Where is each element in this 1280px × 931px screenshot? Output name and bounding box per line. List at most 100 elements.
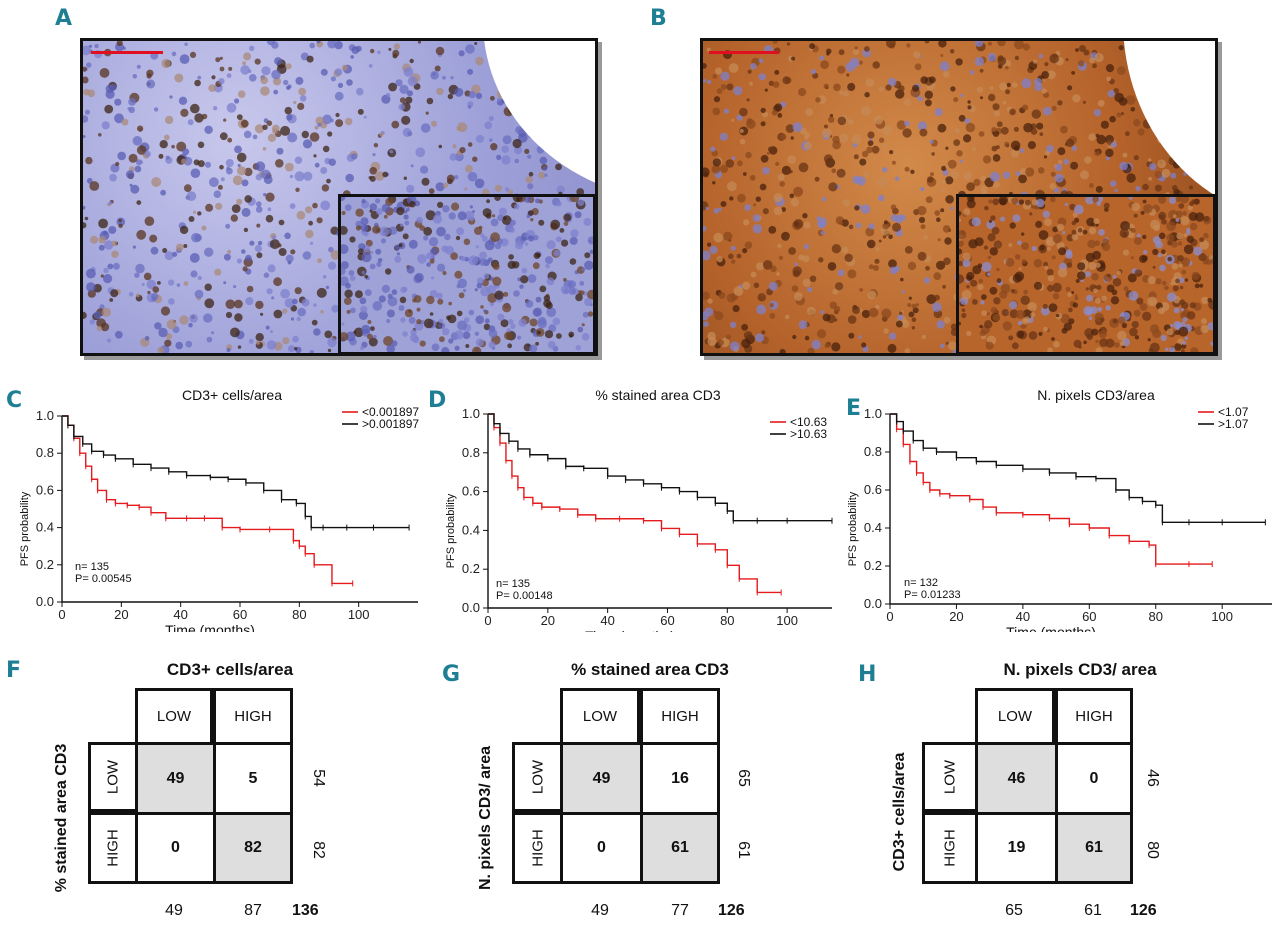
cell-nucleus-dot xyxy=(929,139,934,144)
cell-nucleus-dot xyxy=(426,97,434,105)
cell-nucleus-dot xyxy=(341,261,349,270)
cell-nucleus-dot xyxy=(959,274,965,284)
cell-nucleus-dot xyxy=(496,154,502,160)
cell-nucleus-dot xyxy=(128,106,135,114)
cell-nucleus-dot xyxy=(1174,343,1182,351)
x-tick-label: 100 xyxy=(1211,609,1233,624)
cell-nucleus-dot xyxy=(295,187,300,192)
cell-nucleus-dot xyxy=(361,199,366,204)
cell-nucleus-dot xyxy=(894,266,900,272)
cell-nucleus-dot xyxy=(1038,331,1043,336)
cell-nucleus-dot xyxy=(547,341,556,349)
cell-nucleus-dot xyxy=(546,240,556,250)
cell-nucleus-dot xyxy=(1194,212,1205,222)
cell-nucleus-dot xyxy=(966,330,972,337)
cell-nucleus-dot xyxy=(243,227,249,233)
table-g-row-total-low: 65 xyxy=(735,769,752,787)
legend-entry: >1.07 xyxy=(1218,417,1249,431)
p-value-label: P= 0.01233 xyxy=(904,589,961,601)
cell-nucleus-dot xyxy=(309,42,315,49)
cell-nucleus-dot xyxy=(1040,306,1050,316)
table-h-cell-low-high: 0 xyxy=(1055,742,1133,815)
cell-nucleus-dot xyxy=(492,214,496,218)
cell-nucleus-dot xyxy=(854,205,860,211)
cell-nucleus-dot xyxy=(753,282,760,289)
cell-nucleus-dot xyxy=(1157,159,1167,169)
cell-nucleus-dot xyxy=(454,270,463,279)
cell-nucleus-dot xyxy=(746,98,750,102)
cell-nucleus-dot xyxy=(512,261,520,269)
cell-nucleus-dot xyxy=(179,315,189,325)
cell-nucleus-dot xyxy=(467,68,474,75)
cell-nucleus-dot xyxy=(878,137,885,143)
cell-nucleus-dot xyxy=(219,66,225,72)
cell-nucleus-dot xyxy=(241,179,249,187)
cell-nucleus-dot xyxy=(911,326,916,330)
cell-nucleus-dot xyxy=(1199,240,1209,250)
cell-nucleus-dot xyxy=(450,76,454,80)
cell-nucleus-dot xyxy=(1147,276,1156,285)
cell-nucleus-dot xyxy=(490,143,498,151)
cell-nucleus-dot xyxy=(385,198,394,206)
cell-nucleus-dot xyxy=(298,87,307,96)
cell-nucleus-dot xyxy=(1043,261,1049,267)
cell-nucleus-dot xyxy=(1066,262,1073,268)
cell-nucleus-dot xyxy=(563,213,572,222)
cell-nucleus-dot xyxy=(316,217,323,224)
cell-nucleus-dot xyxy=(369,263,376,270)
cell-nucleus-dot xyxy=(903,98,912,106)
p-value-label: P= 0.00148 xyxy=(496,590,553,602)
cell-nucleus-dot xyxy=(286,114,293,121)
cell-nucleus-dot xyxy=(393,43,401,50)
cell-nucleus-dot xyxy=(330,76,336,82)
cell-nucleus-dot xyxy=(750,63,757,70)
cell-nucleus-dot xyxy=(1086,333,1093,341)
cell-nucleus-dot xyxy=(403,287,408,292)
cell-nucleus-dot xyxy=(423,235,429,241)
cell-nucleus-dot xyxy=(150,246,159,255)
cell-nucleus-dot xyxy=(1175,210,1183,218)
cell-nucleus-dot xyxy=(185,340,193,348)
cell-nucleus-dot xyxy=(730,259,736,264)
cell-nucleus-dot xyxy=(1095,185,1103,193)
cell-nucleus-dot xyxy=(1010,289,1015,294)
x-axis-label: Time (months) xyxy=(1006,624,1096,632)
cell-nucleus-dot xyxy=(981,294,987,300)
cell-nucleus-dot xyxy=(262,124,268,130)
cell-nucleus-dot xyxy=(1048,303,1058,312)
cell-nucleus-dot xyxy=(174,73,184,83)
cell-nucleus-dot xyxy=(220,177,225,182)
cell-nucleus-dot xyxy=(1053,341,1060,348)
cell-nucleus-dot xyxy=(760,121,766,127)
cell-nucleus-dot xyxy=(714,311,724,321)
cell-nucleus-dot xyxy=(401,115,411,125)
y-tick-label: 1.0 xyxy=(864,406,882,421)
cell-nucleus-dot xyxy=(539,156,548,165)
cell-nucleus-dot xyxy=(1077,262,1086,271)
cell-nucleus-dot xyxy=(1082,100,1086,104)
chart-title: CD3+ cells/area xyxy=(182,387,282,403)
cell-nucleus-dot xyxy=(437,298,444,305)
cell-nucleus-dot xyxy=(1148,348,1154,352)
cell-nucleus-dot xyxy=(583,217,592,226)
cell-nucleus-dot xyxy=(709,245,718,254)
cell-nucleus-dot xyxy=(399,97,406,104)
cell-nucleus-dot xyxy=(850,82,854,86)
cell-nucleus-dot xyxy=(1120,221,1130,231)
cell-nucleus-dot xyxy=(197,141,205,149)
cell-nucleus-dot xyxy=(370,326,375,331)
cell-nucleus-dot xyxy=(574,211,582,219)
cell-nucleus-dot xyxy=(407,131,413,137)
cell-nucleus-dot xyxy=(271,296,275,300)
cell-nucleus-dot xyxy=(811,339,821,350)
cell-nucleus-dot xyxy=(706,79,712,85)
cell-nucleus-dot xyxy=(809,275,817,283)
cell-nucleus-dot xyxy=(838,49,845,56)
cell-nucleus-dot xyxy=(794,292,803,301)
cell-nucleus-dot xyxy=(920,224,926,230)
cell-nucleus-dot xyxy=(818,257,824,263)
cell-nucleus-dot xyxy=(260,312,264,316)
cell-nucleus-dot xyxy=(868,307,879,318)
cell-nucleus-dot xyxy=(959,230,967,240)
cell-nucleus-dot xyxy=(703,321,709,327)
